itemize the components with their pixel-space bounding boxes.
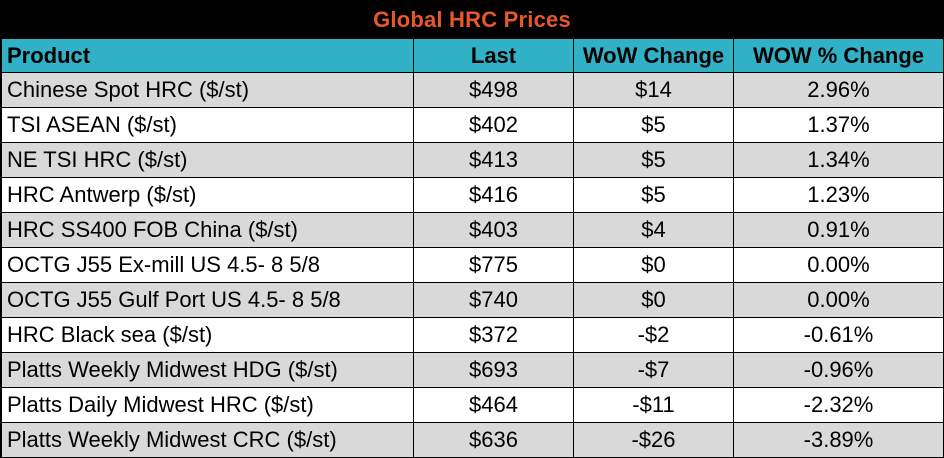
header-row: Product Last WoW Change WOW % Change bbox=[1, 38, 944, 73]
cell-last: $416 bbox=[413, 177, 574, 213]
cell-last: $693 bbox=[413, 352, 574, 388]
price-table: Product Last WoW Change WOW % Change Chi… bbox=[1, 38, 944, 458]
table-row: Platts Weekly Midwest CRC ($/st) $636 -$26… bbox=[1, 422, 944, 458]
cell-wow-change: $0 bbox=[573, 247, 734, 283]
cell-wow-change: $5 bbox=[573, 107, 734, 143]
table-row: HRC SS400 FOB China ($/st) $403 $4 0.91% bbox=[1, 212, 944, 248]
cell-wow-pct-change: 1.23% bbox=[733, 177, 944, 213]
table-row: OCTG J55 Ex-mill US 4.5- 8 5/8 $775 $0 0.00… bbox=[1, 247, 944, 283]
cell-product: Platts Daily Midwest HRC ($/st) bbox=[1, 387, 414, 423]
cell-wow-pct-change: 2.96% bbox=[733, 72, 944, 108]
cell-wow-pct-change: -3.89% bbox=[733, 422, 944, 458]
cell-wow-change: $0 bbox=[573, 282, 734, 318]
column-header-wow-pct-change: WOW % Change bbox=[733, 38, 944, 73]
table-title: Global HRC Prices bbox=[1, 1, 943, 38]
cell-wow-change: -$2 bbox=[573, 317, 734, 353]
column-header-product: Product bbox=[1, 38, 414, 73]
cell-wow-change: -$7 bbox=[573, 352, 734, 388]
cell-wow-change: $14 bbox=[573, 72, 734, 108]
cell-wow-change: $4 bbox=[573, 212, 734, 248]
cell-last: $740 bbox=[413, 282, 574, 318]
cell-product: Platts Weekly Midwest CRC ($/st) bbox=[1, 422, 414, 458]
cell-wow-pct-change: -2.32% bbox=[733, 387, 944, 423]
cell-product: HRC Black sea ($/st) bbox=[1, 317, 414, 353]
table-row: TSI ASEAN ($/st) $402 $5 1.37% bbox=[1, 107, 944, 143]
cell-wow-change: -$11 bbox=[573, 387, 734, 423]
cell-product: HRC Antwerp ($/st) bbox=[1, 177, 414, 213]
cell-last: $498 bbox=[413, 72, 574, 108]
cell-last: $636 bbox=[413, 422, 574, 458]
cell-product: NE TSI HRC ($/st) bbox=[1, 142, 414, 178]
cell-wow-pct-change: 0.00% bbox=[733, 282, 944, 318]
table-row: Platts Daily Midwest HRC ($/st) $464 -$11-… bbox=[1, 387, 944, 423]
cell-wow-change: $5 bbox=[573, 177, 734, 213]
cell-last: $464 bbox=[413, 387, 574, 423]
cell-product: OCTG J55 Ex-mill US 4.5- 8 5/8 bbox=[1, 247, 414, 283]
cell-last: $403 bbox=[413, 212, 574, 248]
table-row: NE TSI HRC ($/st) $413 $5 1.34% bbox=[1, 142, 944, 178]
table-row: Platts Weekly Midwest HDG ($/st) $693 -$7-… bbox=[1, 352, 944, 388]
table-body: Chinese Spot HRC ($/st) $498 $14 2.96% TSI A… bbox=[1, 72, 944, 458]
cell-wow-pct-change: 0.00% bbox=[733, 247, 944, 283]
cell-last: $372 bbox=[413, 317, 574, 353]
cell-wow-change: -$26 bbox=[573, 422, 734, 458]
cell-wow-change: $5 bbox=[573, 142, 734, 178]
cell-last: $402 bbox=[413, 107, 574, 143]
cell-product: Chinese Spot HRC ($/st) bbox=[1, 72, 414, 108]
cell-wow-pct-change: -0.61% bbox=[733, 317, 944, 353]
cell-product: HRC SS400 FOB China ($/st) bbox=[1, 212, 414, 248]
cell-product: Platts Weekly Midwest HDG ($/st) bbox=[1, 352, 414, 388]
table-row: OCTG J55 Gulf Port US 4.5- 8 5/8 $740 $0 0.… bbox=[1, 282, 944, 318]
table-row: HRC Antwerp ($/st) $416 $5 1.23% bbox=[1, 177, 944, 213]
table-row: Chinese Spot HRC ($/st) $498 $14 2.96% bbox=[1, 72, 944, 108]
cell-product: OCTG J55 Gulf Port US 4.5- 8 5/8 bbox=[1, 282, 414, 318]
cell-wow-pct-change: 1.34% bbox=[733, 142, 944, 178]
column-header-wow-change: WoW Change bbox=[573, 38, 734, 73]
cell-wow-pct-change: -0.96% bbox=[733, 352, 944, 388]
cell-wow-pct-change: 1.37% bbox=[733, 107, 944, 143]
column-header-last: Last bbox=[413, 38, 574, 73]
cell-last: $775 bbox=[413, 247, 574, 283]
table-row: HRC Black sea ($/st) $372 -$2 -0.61% bbox=[1, 317, 944, 353]
cell-wow-pct-change: 0.91% bbox=[733, 212, 944, 248]
cell-last: $413 bbox=[413, 142, 574, 178]
cell-product: TSI ASEAN ($/st) bbox=[1, 107, 414, 143]
